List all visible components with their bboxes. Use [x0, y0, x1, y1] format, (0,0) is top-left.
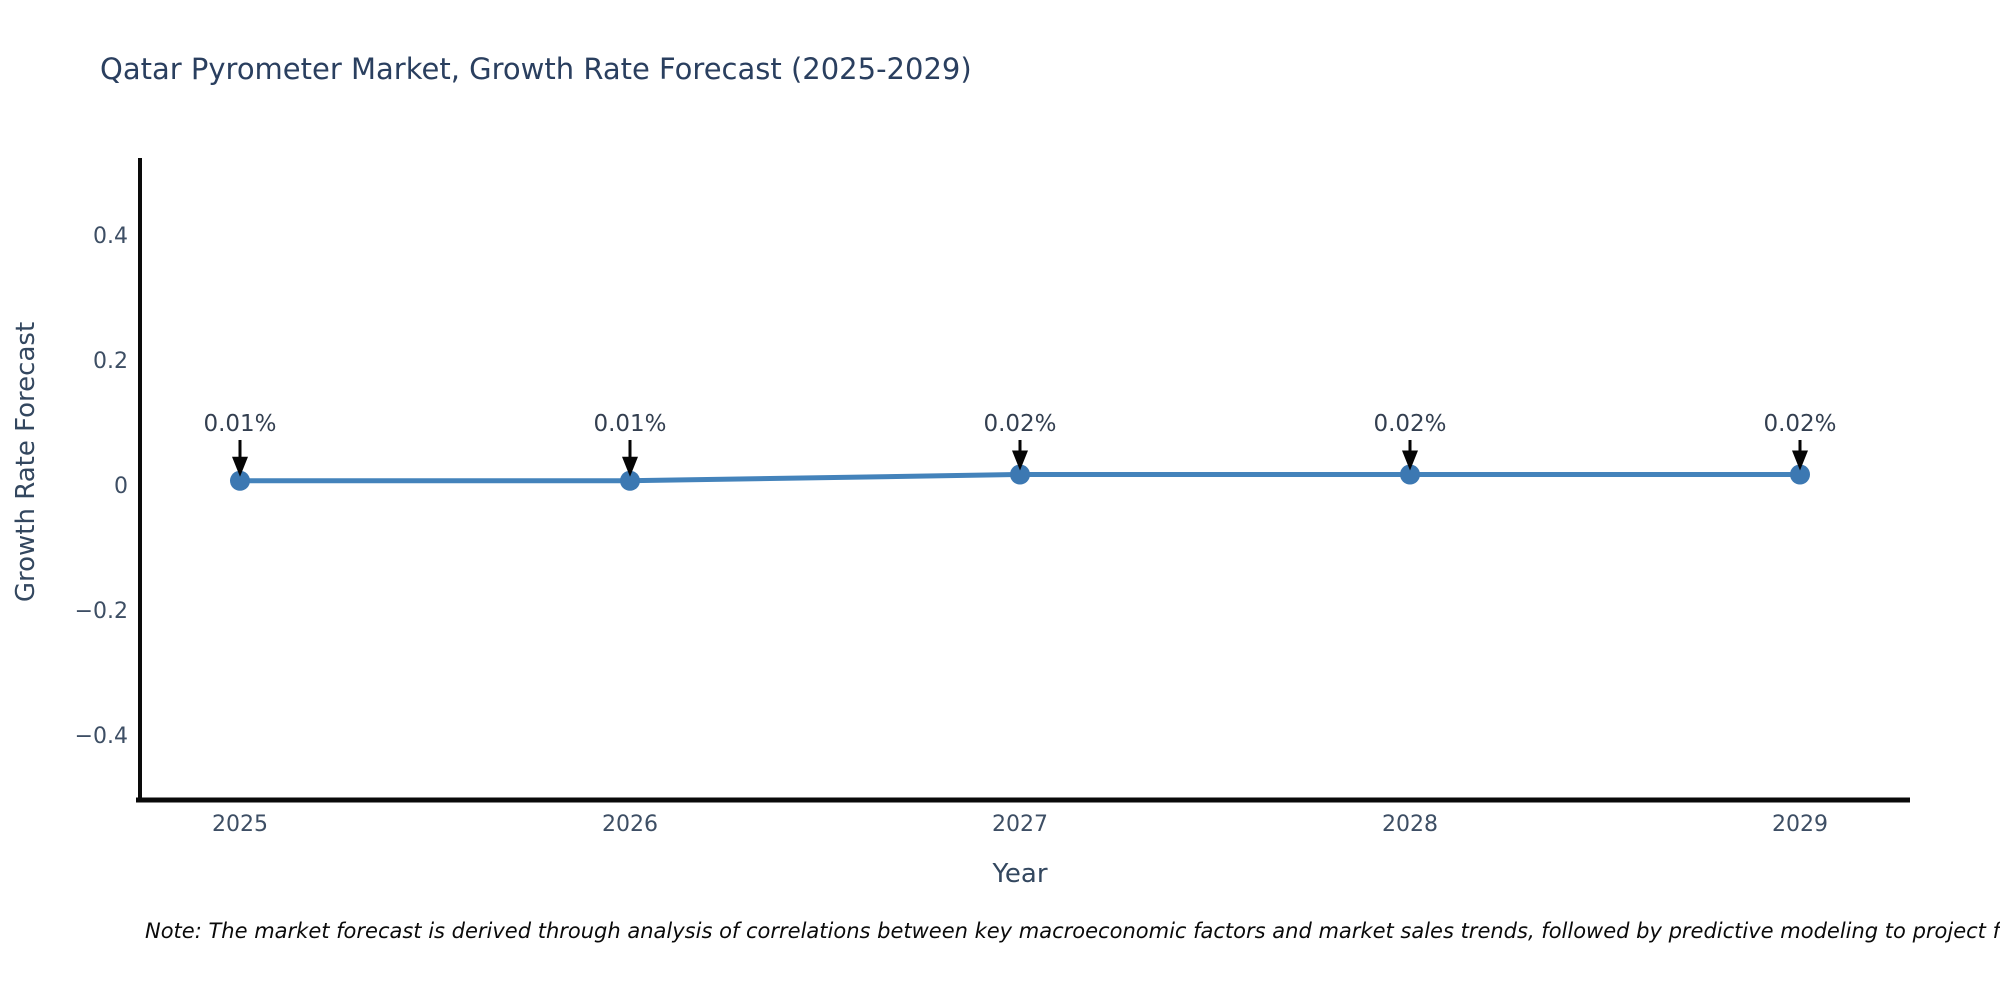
data-point-marker: [620, 470, 640, 491]
annotation-arrow-head: [622, 456, 638, 477]
point-annotation: 0.01%: [203, 411, 277, 437]
point-annotation: 0.01%: [593, 411, 667, 437]
x-axis-title: Year: [992, 859, 1048, 889]
y-tick-label: −0.4: [74, 724, 128, 749]
annotation-arrow-head: [232, 456, 248, 477]
annotation-arrow-head: [1012, 450, 1028, 471]
y-tick-label: 0: [114, 474, 128, 499]
x-tick-label: 2028: [1382, 812, 1438, 837]
data-point-marker: [1790, 464, 1810, 485]
point-annotation: 0.02%: [1763, 411, 1837, 437]
chart-title: Qatar Pyrometer Market, Growth Rate Fore…: [100, 52, 972, 86]
x-tick-label: 2029: [1772, 812, 1828, 837]
point-annotation: 0.02%: [1373, 411, 1447, 437]
data-point-marker: [1010, 464, 1030, 485]
y-tick-label: −0.2: [74, 599, 128, 624]
y-tick-label: 0.4: [93, 224, 128, 249]
data-point-marker: [230, 470, 250, 491]
x-tick-label: 2026: [602, 812, 658, 837]
annotation-arrow-head: [1792, 450, 1808, 471]
y-tick-label: 0.2: [93, 349, 128, 374]
data-point-marker: [1400, 464, 1420, 485]
footnote: Note: The market forecast is derived thr…: [145, 919, 2000, 943]
x-tick-label: 2025: [212, 812, 268, 837]
point-annotation: 0.02%: [983, 411, 1057, 437]
x-tick-label: 2027: [992, 812, 1048, 837]
annotation-arrow-head: [1402, 450, 1418, 471]
